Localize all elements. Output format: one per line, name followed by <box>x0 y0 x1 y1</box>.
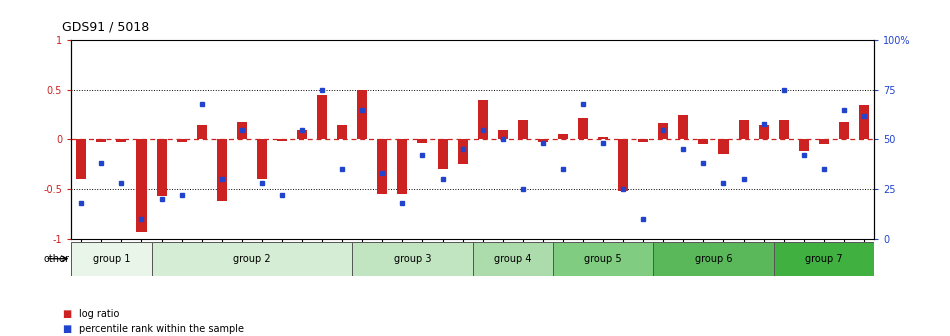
Bar <box>498 129 507 139</box>
Bar <box>337 125 347 139</box>
Bar <box>357 90 368 139</box>
Bar <box>377 139 388 194</box>
Bar <box>71 242 152 276</box>
Text: ■: ■ <box>62 324 71 334</box>
Bar <box>117 139 126 142</box>
Bar <box>859 105 869 139</box>
Text: group 4: group 4 <box>494 254 531 264</box>
Bar <box>473 242 553 276</box>
Text: group 7: group 7 <box>805 254 843 264</box>
Bar <box>157 139 166 196</box>
Bar <box>317 95 327 139</box>
Text: log ratio: log ratio <box>79 309 120 319</box>
Bar <box>96 139 106 142</box>
Bar <box>558 134 568 139</box>
Bar <box>839 122 849 139</box>
Bar <box>598 137 608 139</box>
Bar <box>518 120 528 139</box>
Text: group 2: group 2 <box>233 254 271 264</box>
Bar <box>438 139 447 169</box>
Text: group 3: group 3 <box>393 254 431 264</box>
Bar <box>819 139 828 144</box>
Bar <box>773 242 874 276</box>
Bar <box>654 242 773 276</box>
Bar <box>137 139 146 232</box>
Bar <box>578 118 588 139</box>
Bar <box>277 139 287 141</box>
Bar <box>478 100 487 139</box>
Bar <box>217 139 227 201</box>
Bar <box>759 125 769 139</box>
Bar <box>397 139 408 194</box>
Bar <box>658 123 668 139</box>
Bar <box>197 125 207 139</box>
Bar <box>76 139 86 179</box>
Bar <box>458 139 467 164</box>
Text: ■: ■ <box>62 309 71 319</box>
Text: other: other <box>44 254 69 264</box>
Text: percentile rank within the sample: percentile rank within the sample <box>79 324 244 334</box>
Bar <box>799 139 808 151</box>
Bar <box>638 139 648 142</box>
Text: GDS91 / 5018: GDS91 / 5018 <box>62 20 149 34</box>
Bar <box>417 139 428 143</box>
Bar <box>718 139 729 154</box>
Bar <box>678 115 689 139</box>
Bar <box>738 120 749 139</box>
Bar <box>538 139 548 142</box>
Bar <box>297 129 307 139</box>
Bar <box>152 242 352 276</box>
Bar <box>779 120 788 139</box>
Bar <box>352 242 473 276</box>
Bar <box>553 242 654 276</box>
Bar <box>698 139 709 144</box>
Bar <box>177 139 186 142</box>
Bar <box>618 139 628 191</box>
Text: group 5: group 5 <box>584 254 622 264</box>
Bar <box>256 139 267 179</box>
Text: group 6: group 6 <box>694 254 732 264</box>
Bar <box>237 122 247 139</box>
Text: group 1: group 1 <box>93 254 130 264</box>
